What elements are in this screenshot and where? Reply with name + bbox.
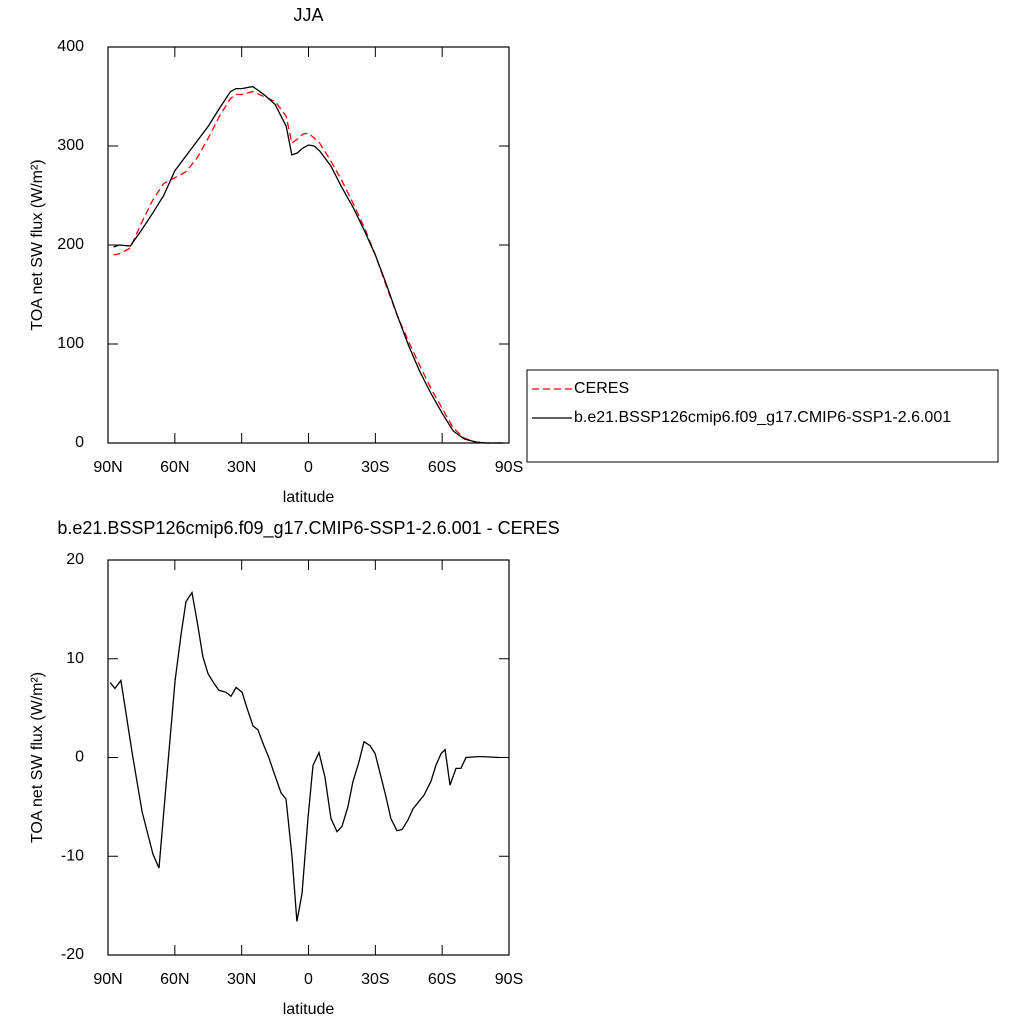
plot-frame [107,46,510,444]
y-tick-label: -10 [61,847,84,864]
x-tick-label: 90N [93,971,122,988]
x-tick-label: 60S [428,971,456,988]
y-tick-label: 100 [57,335,84,352]
plot-frame [107,559,510,956]
legend-box [526,369,999,463]
data-line [109,590,500,922]
y-tick-label: 0 [75,434,84,451]
x-tick-label: 0 [304,971,313,988]
x-tick-label: 30N [227,459,256,476]
x-tick-label: 0 [304,459,313,476]
data-line [113,90,504,444]
x-axis-label: latitude [283,489,335,506]
y-tick-label: 400 [57,38,84,55]
x-tick-label: 30N [227,971,256,988]
x-tick-label: 60N [160,459,189,476]
x-tick-label: 90S [495,459,523,476]
chart-title: JJA [293,5,323,25]
y-tick-label: 20 [66,551,84,568]
x-tick-label: 30S [361,971,389,988]
y-tick-label: 300 [57,137,84,154]
x-axis-label: latitude [283,1001,335,1018]
y-tick-label: 200 [57,236,84,253]
x-tick-label: 60S [428,459,456,476]
chart-title: b.e21.BSSP126cmip6.f09_g17.CMIP6-SSP1-2.… [57,518,559,539]
y-tick-label: -20 [61,946,84,963]
x-tick-label: 60N [160,971,189,988]
y-axis-label: TOA net SW flux (W/m²) [29,672,46,843]
data-line [113,85,504,444]
legend-label: b.e21.BSSP126cmip6.f09_g17.CMIP6-SSP1-2.… [574,409,951,426]
y-tick-label: 0 [75,749,84,766]
x-tick-label: 90N [93,459,122,476]
x-tick-label: 90S [495,971,523,988]
y-tick-label: 10 [66,650,84,667]
x-tick-label: 30S [361,459,389,476]
y-axis-label: TOA net SW flux (W/m²) [29,159,46,330]
legend-label: CERES [574,380,629,397]
